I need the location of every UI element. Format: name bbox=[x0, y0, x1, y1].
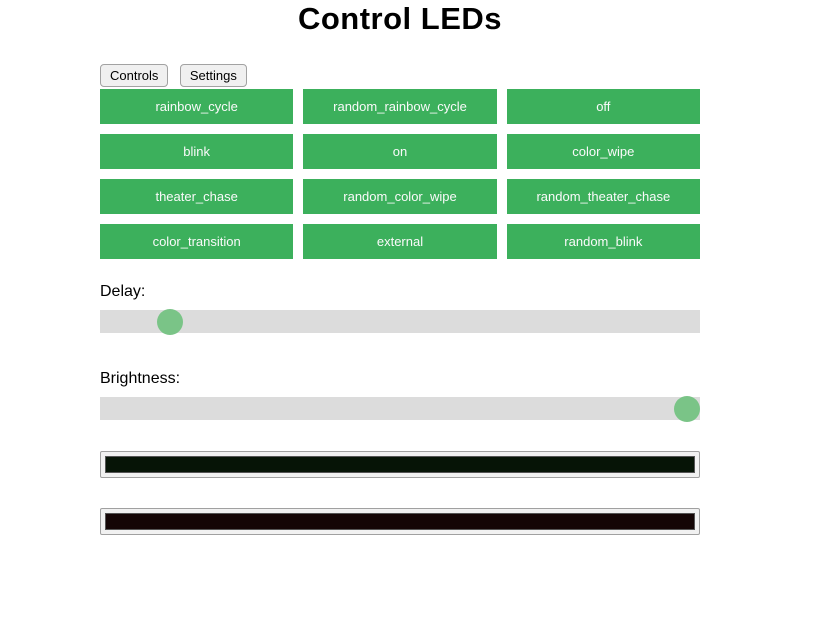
delay-slider[interactable] bbox=[100, 308, 700, 335]
tab-controls[interactable]: Controls bbox=[100, 64, 169, 87]
delay-label: Delay: bbox=[100, 283, 146, 300]
main-container: Control LEDs Controls Settings rainbow_c… bbox=[100, 0, 700, 535]
color-picker-2[interactable] bbox=[100, 508, 700, 535]
color-swatch-2 bbox=[105, 513, 695, 530]
color-picker-1[interactable] bbox=[100, 451, 700, 478]
page-title: Control LEDs bbox=[297, 1, 503, 36]
color-swatch-1 bbox=[105, 456, 695, 473]
brightness-slider[interactable] bbox=[100, 395, 700, 422]
tab-bar: Controls Settings bbox=[100, 64, 700, 87]
mode-button-on[interactable]: on bbox=[303, 134, 497, 169]
mode-button-random-color-wipe[interactable]: random_color_wipe bbox=[303, 179, 497, 214]
mode-button-theater-chase[interactable]: theater_chase bbox=[100, 179, 294, 214]
mode-button-random-rainbow-cycle[interactable]: random_rainbow_cycle bbox=[303, 89, 497, 124]
brightness-label: Brightness: bbox=[100, 370, 181, 387]
mode-button-random-theater-chase[interactable]: random_theater_chase bbox=[506, 179, 700, 214]
mode-button-blink[interactable]: blink bbox=[100, 134, 294, 169]
mode-button-external[interactable]: external bbox=[303, 224, 497, 259]
mode-button-color-wipe[interactable]: color_wipe bbox=[506, 134, 700, 169]
mode-button-grid: rainbow_cycle random_rainbow_cycle off b… bbox=[100, 89, 700, 259]
brightness-slider-thumb[interactable] bbox=[674, 395, 700, 422]
delay-slider-thumb[interactable] bbox=[157, 308, 184, 335]
mode-button-color-transition[interactable]: color_transition bbox=[100, 224, 294, 259]
mode-button-rainbow-cycle[interactable]: rainbow_cycle bbox=[100, 89, 294, 124]
mode-button-random-blink[interactable]: random_blink bbox=[506, 224, 700, 259]
mode-button-off[interactable]: off bbox=[506, 89, 700, 124]
tab-settings[interactable]: Settings bbox=[179, 64, 247, 87]
